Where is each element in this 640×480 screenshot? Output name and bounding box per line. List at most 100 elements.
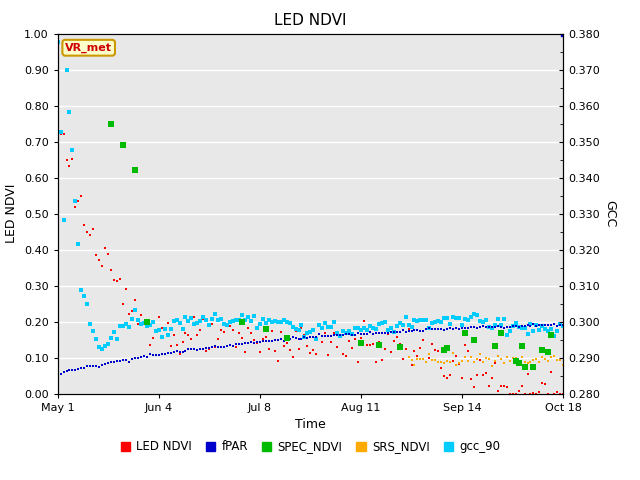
Point [305,349,316,357]
Point [495,322,506,329]
Point [543,321,554,329]
Point [252,338,262,346]
Point [490,360,500,367]
Point [448,325,458,333]
Point [332,343,342,351]
Point [115,275,125,282]
Point [252,339,262,347]
Point [293,345,303,352]
Point [558,322,568,330]
Point [377,319,387,326]
Point [350,331,360,339]
Point [228,317,238,325]
Point [520,359,530,366]
Point [276,336,286,343]
Point [457,324,467,332]
Point [264,337,274,345]
Point [442,357,452,364]
Point [362,341,372,349]
Point [433,348,444,355]
Point [282,336,292,344]
Point [401,313,411,321]
Point [284,346,294,353]
Point [406,361,417,369]
Point [172,316,182,324]
Point [115,323,125,330]
Point [529,389,539,397]
Point [421,316,431,324]
Point [472,312,482,319]
Point [436,325,446,333]
Point [246,317,256,325]
Point [424,354,435,362]
Point [406,323,417,331]
Point [540,380,550,388]
Point [300,334,310,341]
Point [534,326,545,334]
Point [130,297,140,304]
Point [216,315,227,323]
Point [296,336,307,343]
Point [410,316,420,324]
Point [531,322,541,330]
Point [451,352,461,360]
Point [61,66,72,74]
Point [323,351,333,359]
Point [260,337,271,345]
Point [130,355,140,362]
Point [442,345,452,352]
Point [186,314,196,322]
Point [207,320,218,327]
Point [67,146,77,154]
Point [106,266,116,274]
Point [94,256,104,264]
Point [504,327,515,335]
Point [499,324,509,331]
Point [463,316,473,324]
Point [513,359,524,366]
Point [522,360,532,367]
Point [183,332,193,339]
Point [300,332,310,339]
Point [520,324,530,332]
Point [106,359,116,366]
Point [273,318,283,326]
Point [234,316,244,324]
Point [493,315,503,323]
Point [481,324,491,331]
Point [499,383,509,390]
Point [403,325,413,333]
Point [338,327,348,335]
Point [558,321,568,329]
Point [433,358,444,366]
Point [522,370,532,378]
Point [198,315,209,323]
Point [154,326,164,334]
Point [344,330,354,338]
Point [278,337,289,345]
Point [513,324,524,331]
Point [198,313,209,321]
Point [472,372,482,379]
Point [546,325,556,333]
Point [365,341,375,348]
Point [249,312,259,320]
Point [252,324,262,332]
Point [166,342,176,349]
Point [383,331,393,338]
Point [377,329,387,337]
Point [445,358,455,366]
Point [88,225,99,232]
Point [157,333,167,340]
Point [385,324,396,332]
Point [112,277,122,285]
Point [499,315,509,323]
Point [374,341,384,349]
Point [430,325,440,333]
Point [543,348,554,356]
Point [132,320,143,328]
Point [100,342,110,349]
Point [478,359,488,366]
Point [529,363,539,371]
Point [237,334,247,341]
